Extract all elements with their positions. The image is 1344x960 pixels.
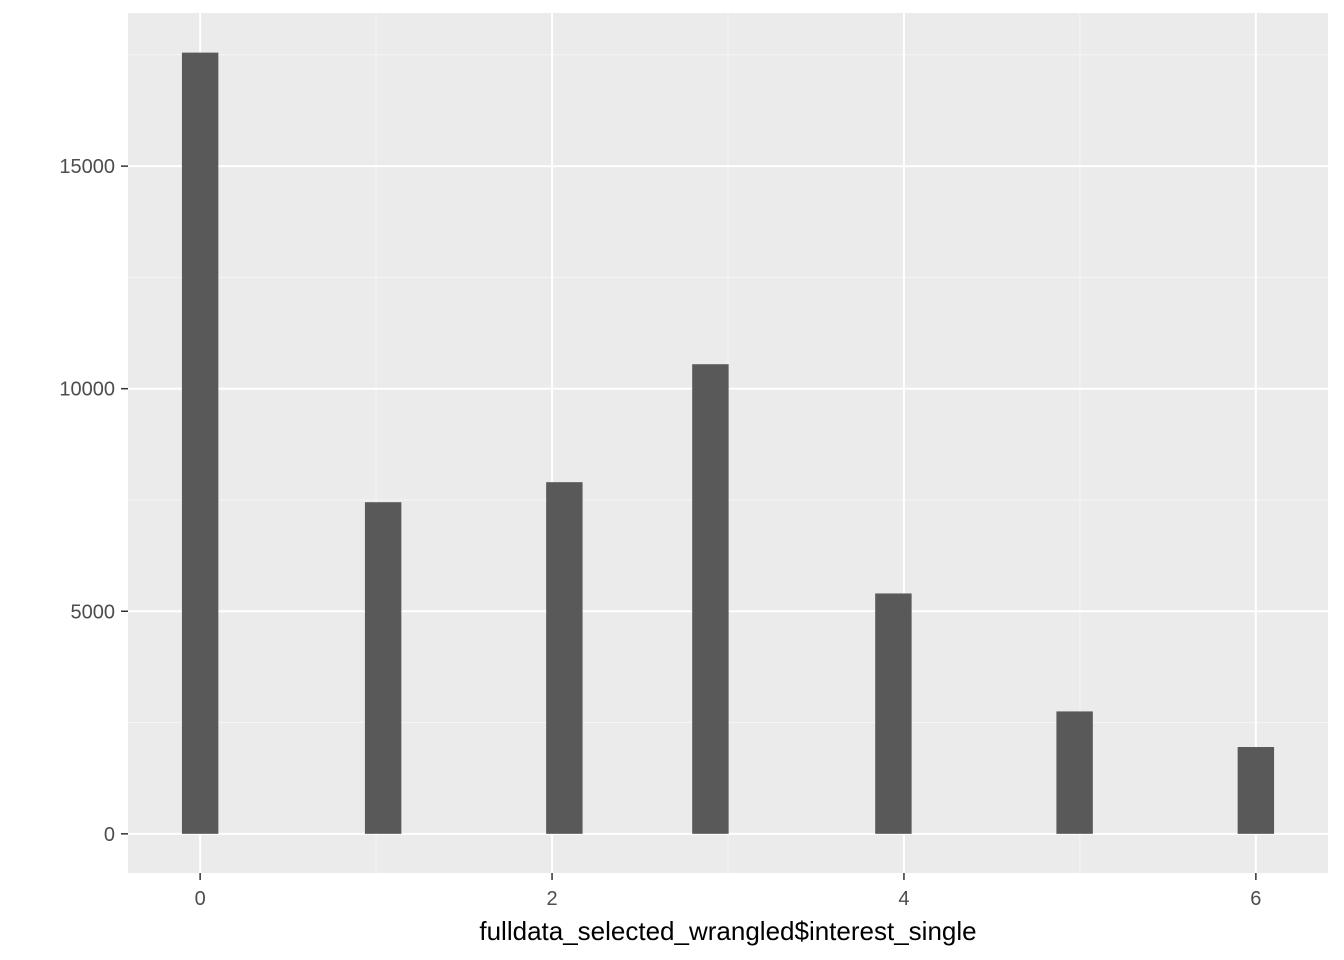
bar: [1056, 711, 1093, 834]
bar: [1237, 747, 1275, 834]
bar: [692, 364, 729, 834]
y-tick-label: 5000: [71, 601, 116, 623]
x-axis-title: fulldata_selected_wrangled$interest_sing…: [479, 916, 976, 946]
bar: [181, 52, 219, 834]
x-tick-label: 0: [195, 888, 206, 910]
x-tick-label: 2: [546, 888, 557, 910]
bar: [546, 482, 583, 834]
bars: [181, 52, 1275, 834]
bar: [875, 593, 912, 834]
x-tick-label: 4: [898, 888, 909, 910]
y-tick-label: 15000: [59, 156, 115, 178]
x-axis-ticks: 0 2 4 6: [195, 873, 1261, 910]
y-tick-label: 0: [104, 824, 115, 846]
bar: [364, 502, 402, 834]
y-axis-ticks: 0 5000 10000 15000: [59, 156, 128, 846]
y-tick-label: 10000: [59, 379, 115, 401]
x-tick-label: 6: [1250, 888, 1261, 910]
